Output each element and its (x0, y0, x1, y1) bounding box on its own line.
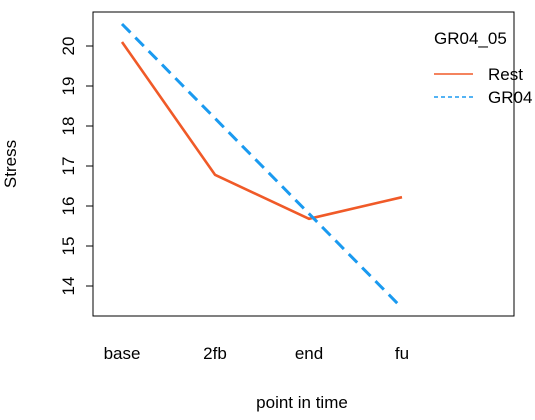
legend-title: GR04_05 (434, 29, 507, 48)
series-layer (120, 22, 404, 310)
y-tick-label: 15 (59, 237, 78, 256)
y-tick-label: 20 (59, 37, 78, 56)
x-tick-label: end (295, 344, 323, 363)
legend-label: Rest (488, 65, 523, 84)
series-line-rest (120, 41, 403, 221)
legend: GR04_05 Rest GR04 (434, 29, 532, 107)
y-tick-label: 16 (59, 197, 78, 216)
y-tick-label: 14 (59, 277, 78, 296)
y-tick-label: 18 (59, 117, 78, 136)
y-axis-label: Stress (1, 140, 20, 188)
legend-label: GR04 (488, 88, 532, 107)
y-tick-label: 17 (59, 157, 78, 176)
x-axis: base 2fb end fu (104, 344, 410, 363)
x-tick-label: base (104, 344, 141, 363)
series-line-gr04 (120, 22, 404, 310)
x-axis-label: point in time (256, 393, 348, 412)
x-tick-label: 2fb (203, 344, 227, 363)
x-tick-label: fu (395, 344, 409, 363)
y-tick-label: 19 (59, 77, 78, 96)
y-axis: 14 15 16 17 18 19 20 (59, 37, 94, 296)
